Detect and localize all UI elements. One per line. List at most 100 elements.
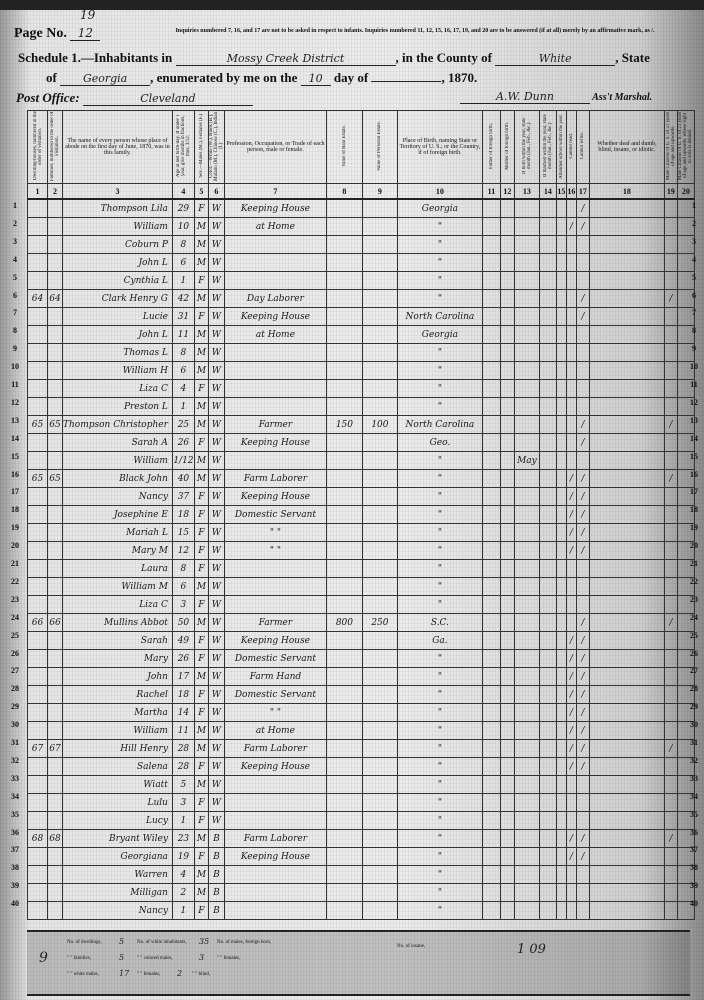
color-cell: W (207, 217, 225, 236)
colored-females-label: " " females, (217, 956, 241, 961)
sex-cell: M (193, 829, 209, 848)
person-name-cell: Black John (62, 469, 173, 488)
citizen-cell: / (663, 469, 678, 488)
line-number-left: 23 (11, 594, 19, 604)
real-estate-value-cell (325, 379, 363, 398)
line-number-right: 2 (692, 218, 696, 228)
father-foreign-cell (481, 523, 501, 542)
personal-estate-value-cell (361, 631, 398, 650)
citizen-cell (663, 595, 678, 614)
cannot-write-cell: / (575, 217, 590, 236)
person-name-cell: John (62, 667, 173, 686)
white-inhabitants-label: No. of white inhabitants, (137, 940, 187, 945)
occupation-cell: at Home (223, 721, 327, 740)
disability-cell (588, 271, 665, 290)
personal-estate-value-cell (361, 595, 398, 614)
mother-foreign-cell (499, 415, 515, 434)
citizen-cell (663, 847, 678, 866)
cannot-read-cell (565, 559, 577, 578)
occupation-cell: at Home (223, 325, 327, 344)
column-number-1: 1 (27, 183, 48, 200)
mother-foreign-cell (499, 559, 515, 578)
dwellings-value: 5 (119, 937, 125, 946)
cannot-write-cell: / (575, 307, 590, 326)
sex-cell: F (193, 541, 209, 560)
personal-estate-value-cell (361, 397, 398, 416)
line-number-left: 5 (13, 272, 17, 282)
white-males-label: " " white males, (67, 972, 99, 977)
color-cell: W (207, 397, 225, 416)
disability-cell (588, 577, 665, 596)
mother-foreign-cell (499, 505, 515, 524)
birth-month-cell (513, 523, 540, 542)
family-number-cell (47, 541, 63, 560)
age-cell: 4 (171, 379, 195, 398)
cannot-read-cell (565, 775, 577, 794)
line-number-left: 29 (11, 702, 19, 712)
occupation-cell (223, 883, 327, 902)
mother-foreign-cell (499, 343, 515, 362)
mother-foreign-cell (499, 235, 515, 254)
family-number-cell (47, 397, 63, 416)
mother-foreign-cell (499, 721, 515, 740)
birthplace-cell: North Carolina (396, 307, 483, 326)
colored-males-label: " " colored males, (137, 956, 173, 961)
personal-estate-value-cell (361, 361, 398, 380)
birth-month-cell (513, 631, 540, 650)
age-cell: 50 (171, 613, 195, 632)
birth-month-cell (513, 433, 540, 452)
line-number-right: 18 (690, 505, 698, 515)
cannot-read-cell (565, 901, 577, 920)
disability-cell (588, 811, 665, 830)
father-foreign-cell (481, 775, 501, 794)
column-header-14: If married within the year, state month … (538, 110, 557, 184)
occupation-cell: Keeping House (223, 307, 327, 326)
real-estate-value-cell (325, 271, 363, 290)
day-field: 10 (300, 72, 331, 86)
sex-cell: M (193, 739, 209, 758)
disability-cell (588, 505, 665, 524)
marshal-line: A.W. Dunn Ass't Marshal. (460, 90, 652, 104)
marriage-month-cell (538, 559, 557, 578)
person-name-cell: Clark Henry G (62, 289, 173, 308)
real-estate-value-cell (325, 595, 363, 614)
census-row: Liza C 3 F W " (27, 595, 695, 614)
disability-cell (588, 343, 665, 362)
cannot-read-cell: / (565, 469, 577, 488)
cannot-write-cell (575, 577, 590, 596)
cannot-read-cell: / (565, 685, 577, 704)
personal-estate-value-cell (361, 379, 398, 398)
census-row: Nancy 1 F B " (27, 901, 695, 920)
personal-estate-value-cell (361, 235, 398, 254)
column-number-3: 3 (62, 183, 173, 200)
mother-foreign-cell (499, 829, 515, 848)
marriage-month-cell (538, 721, 557, 740)
cannot-read-cell (565, 198, 577, 218)
line-number-left: 34 (11, 791, 19, 801)
occupation-cell: Farm Hand (223, 667, 327, 686)
color-cell: W (207, 469, 225, 488)
disability-cell (588, 739, 665, 758)
personal-estate-value-cell (361, 847, 398, 866)
line-number-left: 18 (11, 505, 19, 515)
occupation-cell (223, 901, 327, 920)
person-name-cell: Lulu (62, 793, 173, 812)
father-foreign-cell (481, 469, 501, 488)
citizen-cell (663, 541, 678, 560)
column-header-17: Cannot write. (575, 110, 590, 184)
person-name-cell: Mariah L (62, 523, 173, 542)
line-number-left: 28 (11, 684, 19, 694)
birthplace-cell: " (396, 667, 483, 686)
personal-estate-value-cell (361, 883, 398, 902)
birthplace-cell: " (396, 883, 483, 902)
sex-cell: M (193, 667, 209, 686)
personal-estate-value-cell (361, 685, 398, 704)
father-foreign-cell (481, 325, 501, 344)
real-estate-value-cell (325, 865, 363, 884)
color-cell: W (207, 451, 225, 470)
dwelling-number-cell (27, 307, 48, 326)
column-header-10: Place of Birth, naming State or Territor… (396, 110, 483, 184)
real-estate-value-cell (325, 541, 363, 560)
citizen-cell: / (663, 829, 678, 848)
county-field: White (495, 52, 616, 66)
